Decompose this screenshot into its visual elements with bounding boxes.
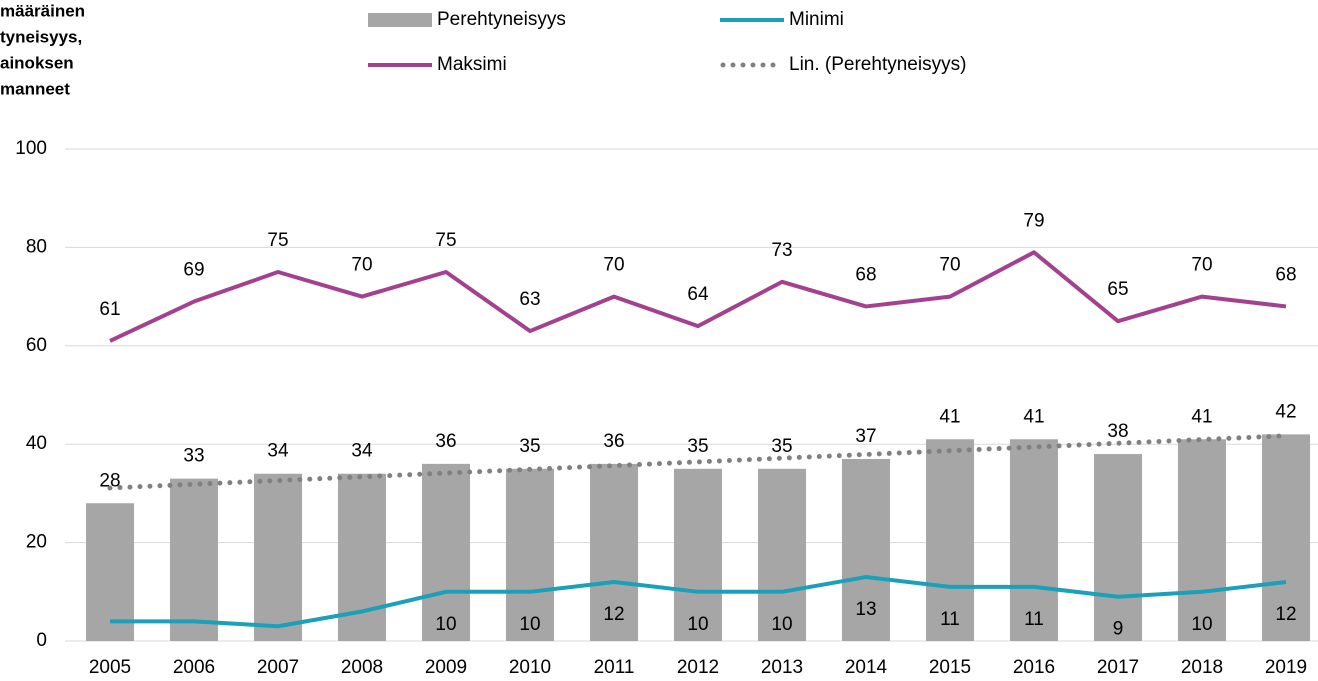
chart-title: ainoksen	[0, 53, 74, 72]
data-label: 12	[1275, 604, 1296, 625]
data-label: 68	[1275, 264, 1296, 285]
data-label: 70	[1191, 255, 1212, 276]
x-tick-label: 2017	[1097, 657, 1139, 678]
data-label: 64	[687, 284, 709, 305]
data-label: 10	[435, 614, 456, 635]
y-tick-label: 0	[36, 630, 47, 651]
bar	[506, 468, 554, 641]
y-tick-label: 100	[15, 138, 47, 159]
data-label: 63	[519, 289, 540, 310]
x-tick-label: 2016	[1013, 657, 1055, 678]
bar	[1010, 439, 1058, 641]
data-label: 10	[1191, 614, 1212, 635]
y-tick-label: 40	[26, 433, 47, 454]
legend-label: Minimi	[789, 9, 844, 30]
y-tick-label: 60	[26, 335, 47, 356]
data-label: 68	[855, 264, 876, 285]
data-label: 65	[1107, 279, 1128, 300]
x-tick-label: 2006	[173, 657, 215, 678]
bar	[842, 458, 890, 641]
data-label: 10	[771, 614, 792, 635]
x-tick-label: 2018	[1181, 657, 1223, 678]
data-label: 70	[603, 255, 624, 276]
x-tick-label: 2013	[761, 657, 803, 678]
trendline	[107, 433, 1289, 491]
data-label: 70	[351, 255, 372, 276]
bar	[674, 468, 722, 641]
data-label: 79	[1023, 210, 1044, 231]
line	[110, 575, 1287, 629]
bar	[254, 473, 302, 641]
data-label: 36	[603, 431, 624, 452]
bar	[170, 478, 218, 641]
legend-label: Lin. (Perehtyneisyys)	[789, 54, 966, 75]
data-label: 38	[1107, 421, 1128, 442]
bar	[1262, 434, 1310, 641]
data-label: 11	[940, 609, 960, 630]
data-label: 11	[1024, 609, 1044, 630]
data-label: 37	[855, 426, 876, 447]
legend-label: Maksimi	[437, 54, 507, 75]
line	[109, 250, 1287, 343]
data-label: 41	[1191, 406, 1212, 427]
data-label: 41	[1023, 406, 1044, 427]
data-label: 13	[855, 599, 876, 620]
chart-title: määräinen	[0, 1, 85, 20]
data-label: 61	[99, 299, 120, 320]
bar	[758, 468, 806, 641]
x-tick-label: 2015	[929, 657, 971, 678]
bar	[1094, 454, 1142, 641]
data-label: 73	[771, 240, 792, 261]
bar	[1178, 439, 1226, 641]
bar	[926, 439, 974, 641]
data-label: 69	[183, 260, 204, 281]
legend-label: Perehtyneisyys	[437, 9, 566, 30]
x-tick-label: 2010	[509, 657, 551, 678]
x-tick-label: 2005	[89, 657, 131, 678]
legend-swatch	[368, 13, 432, 27]
data-label: 42	[1275, 401, 1296, 422]
data-label: 34	[267, 441, 289, 462]
data-label: 10	[519, 614, 540, 635]
x-tick-label: 2012	[677, 657, 719, 678]
x-tick-label: 2011	[594, 657, 635, 678]
bar	[422, 463, 470, 641]
x-tick-label: 2008	[341, 657, 383, 678]
data-label: 28	[99, 470, 120, 491]
y-tick-label: 80	[26, 236, 47, 257]
y-tick-label: 20	[26, 532, 47, 553]
bar	[590, 463, 638, 641]
chart-title: manneet	[0, 79, 70, 98]
data-label: 10	[687, 614, 708, 635]
data-label: 12	[603, 604, 624, 625]
data-label: 36	[435, 431, 456, 452]
data-label: 33	[183, 446, 204, 467]
data-label: 9	[1113, 619, 1124, 640]
data-label: 75	[435, 230, 456, 251]
x-tick-label: 2007	[257, 657, 299, 678]
data-label: 35	[519, 436, 540, 457]
bar	[86, 503, 134, 641]
x-tick-label: 2019	[1265, 657, 1307, 678]
x-tick-label: 2014	[845, 657, 888, 678]
data-label: 75	[267, 230, 288, 251]
data-label: 41	[939, 406, 960, 427]
data-label: 70	[939, 255, 960, 276]
data-label: 34	[351, 441, 373, 462]
x-tick-label: 2009	[425, 657, 467, 678]
data-label: 35	[687, 436, 708, 457]
chart-title: tyneisyys,	[0, 27, 82, 46]
data-label: 35	[771, 436, 792, 457]
